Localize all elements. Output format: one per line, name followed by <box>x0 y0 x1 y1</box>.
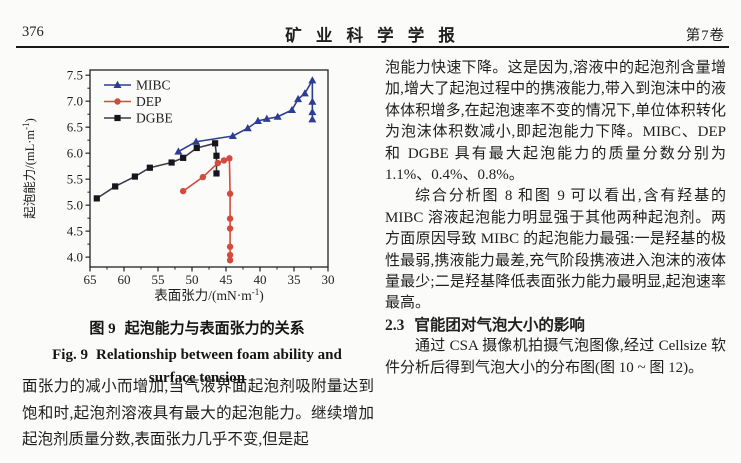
figure-9: 65 60 55 50 45 40 35 30 4.0 4.5 5.0 5.5 6.0 6.5 7.0 7.5… <box>18 58 376 390</box>
svg-text:40: 40 <box>254 272 267 287</box>
figure-caption-zh: 图 9 起泡能力与表面张力的关系 <box>18 317 376 338</box>
svg-text:5.0: 5.0 <box>67 198 83 213</box>
svg-text:MIBC: MIBC <box>136 78 171 93</box>
svg-text:45: 45 <box>220 272 233 287</box>
svg-text:7.5: 7.5 <box>67 68 83 83</box>
svg-text:6.0: 6.0 <box>67 146 83 161</box>
svg-text:DGBE: DGBE <box>136 111 173 126</box>
svg-text:4.0: 4.0 <box>67 250 83 265</box>
svg-text:65: 65 <box>84 272 97 287</box>
svg-text:5.5: 5.5 <box>67 172 83 187</box>
svg-text:4.5: 4.5 <box>67 224 83 239</box>
figure-caption-zh-text: 起泡能力与表面张力的关系 <box>124 321 305 337</box>
svg-text:55: 55 <box>152 272 165 287</box>
right-paragraph-3: 通过 CSA 摄像机拍摄气泡图像,经过 Cellsize 软件分析后得到气泡大小… <box>385 338 726 376</box>
svg-text:30: 30 <box>322 272 335 287</box>
figure-caption-zh-label: 图 9 <box>89 321 116 337</box>
figure-caption-en-label: Fig. 9 <box>52 347 88 363</box>
svg-text:DEP: DEP <box>136 94 162 109</box>
figure-caption-en-text: Relationship between foam ability and su… <box>95 347 342 386</box>
header-rule <box>16 46 729 48</box>
journal-title: 矿 业 科 学 学 报 <box>285 26 460 45</box>
section-number: 2.3 <box>385 316 405 334</box>
section-title: 官能团对气泡大小的影响 <box>414 316 585 334</box>
left-column-paragraph: 面张力的减小而增加,当气液界面起泡剂吸附量达到饱和时,起泡剂溶液具有最大的起泡能… <box>22 378 374 448</box>
svg-text:35: 35 <box>288 272 301 287</box>
right-column: 泡能力快速下降。这是因为,溶液中的起泡剂含量增加,增大了起泡过程中的携液能力,带… <box>385 58 726 379</box>
svg-text:50: 50 <box>186 272 199 287</box>
right-paragraph-2: 综合分析图 8 和图 9 可以看出,含有羟基的 MIBC 溶液起泡能力明显强于其… <box>385 188 726 312</box>
volume-label: 第7卷 <box>685 28 725 44</box>
page-number: 376 <box>22 24 44 40</box>
foam-ability-chart: 65 60 55 50 45 40 35 30 4.0 4.5 5.0 5.5 6.0 6.5 7.0 7.5… <box>21 68 335 303</box>
svg-text:60: 60 <box>118 272 131 287</box>
page-header: 376 矿 业 科 学 学 报 第7卷 <box>20 22 725 46</box>
figure-caption-en: Fig. 9 Relationship between foam ability … <box>32 344 362 390</box>
svg-text:起泡能力/(mL·m-1): 起泡能力/(mL·m-1) <box>21 118 37 219</box>
right-paragraph-1: 泡能力快速下降。这是因为,溶液中的起泡剂含量增加,增大了起泡过程中的携液能力,带… <box>385 60 726 184</box>
svg-text:6.5: 6.5 <box>67 120 83 135</box>
svg-text:7.0: 7.0 <box>67 94 83 109</box>
section-heading-2-3: 2.3 官能团对气泡大小的影响 <box>385 315 726 336</box>
svg-text:表面张力/(mN·m-1): 表面张力/(mN·m-1) <box>154 287 264 303</box>
